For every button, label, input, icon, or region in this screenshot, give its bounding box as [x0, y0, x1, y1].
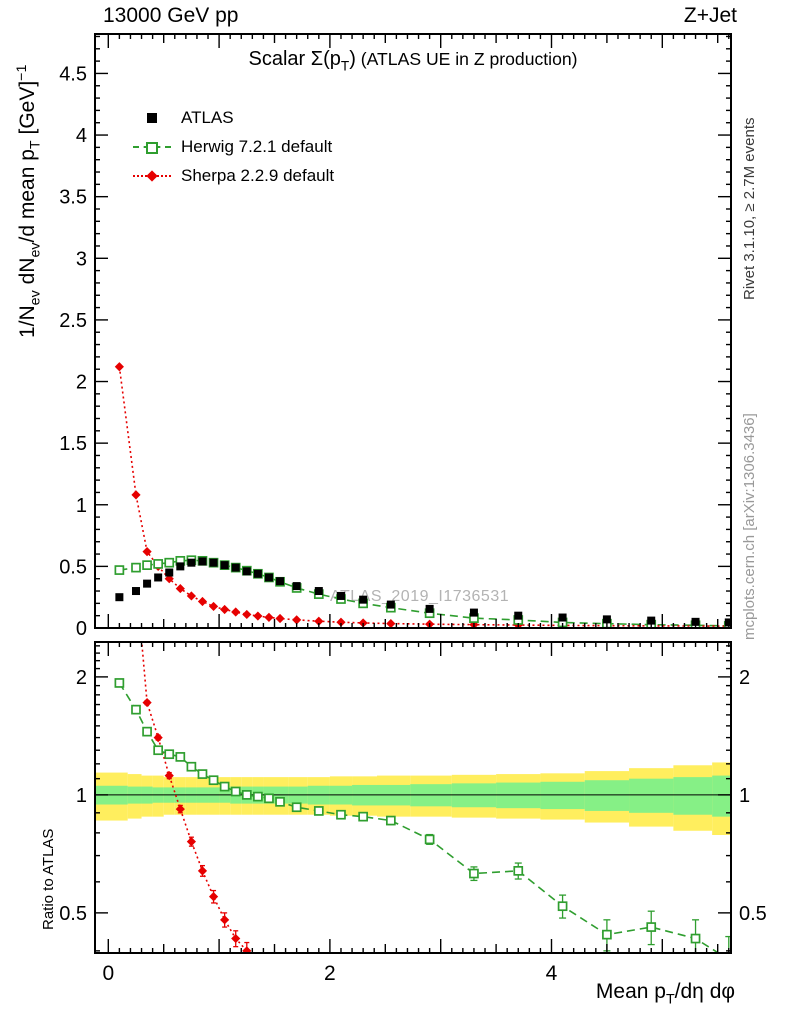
svg-text:1: 1 [76, 785, 87, 807]
sherpa-marker-icon [132, 169, 172, 182]
legend-item-atlas: ATLAS [132, 103, 334, 132]
legend: ATLAS Herwig 7.2.1 default Sherpa 2.2.9 … [132, 103, 334, 190]
header-process: Z+Jet [683, 4, 737, 27]
svg-text:2.5: 2.5 [59, 310, 87, 332]
analysis-id-watermark: ATLAS_2019_I1736531 [330, 588, 510, 605]
svg-text:3.5: 3.5 [59, 187, 87, 209]
svg-text:3: 3 [76, 248, 87, 270]
svg-text:1: 1 [739, 785, 750, 807]
svg-text:1.5: 1.5 [59, 433, 87, 455]
legend-label-atlas: ATLAS [181, 107, 234, 127]
tick-labels: 0 0.5 1 1.5 2 2.5 3 3.5 4 4.5 0.5 0.5 1 1 2 2 0 2 4 [59, 63, 767, 985]
svg-text:0: 0 [76, 618, 87, 640]
svg-text:0.5: 0.5 [59, 556, 87, 578]
legend-item-sherpa: Sherpa 2.2.9 default [132, 161, 334, 190]
svg-text:2: 2 [76, 667, 87, 689]
axes [94, 33, 732, 954]
legend-label-herwig: Herwig 7.2.1 default [181, 136, 333, 156]
header-beam-energy: 13000 GeV pp [103, 4, 239, 27]
svg-text:2: 2 [324, 962, 336, 985]
svg-text:2: 2 [739, 667, 750, 689]
svg-text:1: 1 [76, 495, 87, 517]
plot-title: Scalar Σ(pT) (ATLAS UE in Z production) [248, 48, 578, 74]
svg-text:0: 0 [102, 962, 114, 985]
ratio-bands [95, 762, 731, 836]
svg-text:4: 4 [546, 962, 558, 985]
svg-text:4: 4 [76, 125, 87, 147]
herwig-marker-icon [132, 141, 172, 154]
legend-item-herwig: Herwig 7.2.1 default [132, 132, 334, 161]
main-series [114, 362, 731, 628]
atlas-marker-icon [132, 112, 172, 123]
svg-text:4.5: 4.5 [59, 63, 87, 85]
svg-text:0.5: 0.5 [59, 903, 87, 925]
ratio-series [114, 642, 731, 953]
x-axis-label: Mean pT/dη dφ [595, 980, 735, 1008]
legend-label-sherpa: Sherpa 2.2.9 default [181, 165, 335, 185]
svg-text:2: 2 [76, 372, 87, 394]
svg-text:0.5: 0.5 [739, 903, 767, 925]
